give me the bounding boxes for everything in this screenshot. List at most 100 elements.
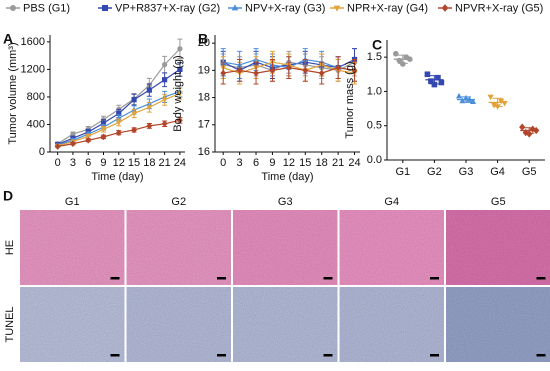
y-tick-label: 0 (39, 146, 45, 158)
marker (162, 61, 168, 68)
column-label: G5 (491, 196, 506, 208)
marker (441, 4, 449, 12)
y-tick-label: 400 (27, 118, 45, 130)
scale-bar (323, 277, 333, 280)
x-tick-label: G2 (427, 166, 442, 178)
marker (253, 69, 259, 77)
x-tick-label: 12 (283, 157, 295, 169)
y-tick-label: 17 (198, 119, 210, 131)
x-axis-title: Time (day) (91, 171, 143, 183)
column-label: G2 (171, 196, 186, 208)
column-label: G4 (384, 196, 399, 208)
panel-label: D (3, 188, 13, 204)
x-axis-title: Time (day) (261, 171, 313, 183)
marker (85, 134, 92, 140)
marker (286, 64, 292, 72)
marker (351, 66, 358, 74)
micrograph (446, 287, 550, 362)
y-axis-title: Tumor volume (mm³) (7, 42, 19, 144)
x-tick-label: 24 (174, 157, 186, 169)
scale-bar (217, 354, 226, 357)
marker (428, 78, 434, 84)
marker (161, 97, 168, 103)
x-tick-label: 3 (237, 157, 243, 169)
marker (236, 66, 243, 74)
x-tick-label: 12 (113, 157, 125, 169)
micrograph (126, 287, 231, 362)
panel-label: C (372, 37, 382, 53)
x-tick-label: 9 (269, 157, 275, 169)
legend-label: NPV+X-ray (G3) (245, 2, 325, 14)
row-label: TUNEL (4, 306, 16, 342)
marker (162, 77, 168, 83)
marker (438, 79, 445, 86)
y-tick-label: 19 (198, 64, 210, 76)
marker (455, 92, 463, 99)
marker (146, 105, 153, 111)
marker (231, 4, 239, 11)
x-tick-label: 18 (316, 157, 328, 169)
marker (131, 126, 137, 134)
scale-bar (110, 354, 120, 357)
panel-label: B (198, 31, 208, 47)
y-tick-label: 0.5 (367, 120, 382, 132)
column-label: G1 (65, 196, 80, 208)
scale-bar (430, 354, 439, 357)
marker (459, 97, 466, 104)
scale-bar (217, 277, 226, 280)
marker (102, 5, 108, 11)
micrograph (20, 287, 125, 362)
marker (146, 122, 153, 130)
micrograph (339, 287, 444, 362)
scale-bar (536, 277, 546, 280)
y-tick-label: 1.0 (367, 85, 382, 97)
x-tick-label: 3 (70, 157, 76, 169)
marker (431, 81, 438, 88)
x-tick-label: 9 (100, 157, 106, 169)
marker (100, 133, 107, 141)
x-tick-label: 24 (348, 157, 360, 169)
x-tick-label: G4 (490, 166, 505, 178)
marker (116, 110, 122, 117)
marker (393, 50, 399, 57)
x-tick-label: 15 (299, 157, 311, 169)
marker (487, 94, 494, 101)
marker (146, 87, 152, 93)
micrograph (126, 210, 231, 285)
marker (498, 98, 505, 105)
marker (269, 66, 276, 74)
y-tick-label: 800 (27, 91, 45, 103)
x-tick-label: G1 (395, 166, 410, 178)
y-axis-title: Tumor mass (g) (344, 61, 356, 138)
x-tick-label: 0 (220, 157, 226, 169)
marker (177, 66, 183, 73)
micrograph (339, 210, 444, 285)
legend-label: NPVR+X-ray (G5) (455, 2, 543, 14)
marker (100, 120, 107, 126)
marker (333, 5, 341, 12)
y-axis-title: Body weight (g) (172, 55, 184, 131)
x-tick-label: G5 (522, 166, 537, 178)
x-tick-label: 21 (158, 157, 170, 169)
legend-label: VP+R837+X-ray (G2) (115, 2, 220, 14)
marker (501, 100, 508, 107)
marker (70, 140, 76, 148)
scale-bar (110, 277, 120, 280)
marker (85, 136, 92, 144)
marker (131, 111, 137, 117)
marker (526, 130, 533, 138)
error-bar (492, 97, 503, 108)
marker (70, 131, 76, 137)
marker (335, 64, 341, 72)
micrograph (233, 210, 338, 285)
x-tick-label: 6 (253, 157, 259, 169)
legend-label: NPR+X-ray (G4) (347, 2, 428, 14)
x-tick-label: G3 (459, 166, 474, 178)
marker (400, 61, 406, 67)
x-tick-label: 6 (85, 157, 91, 169)
error-bar (429, 75, 440, 85)
scale-bar (430, 277, 439, 280)
micrograph (446, 210, 550, 285)
marker (220, 69, 227, 77)
